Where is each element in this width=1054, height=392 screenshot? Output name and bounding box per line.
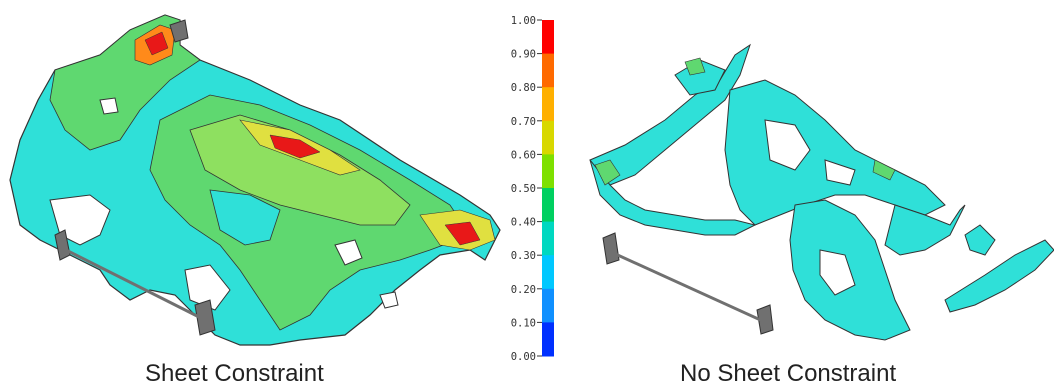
legend-tick-label: 0.60 (511, 149, 536, 161)
green-contour-region (684, 57, 706, 76)
cyan-contour-region (209, 189, 281, 246)
no-sheet-constraint-contour-plot (589, 43, 1054, 341)
structure-member (589, 159, 757, 236)
sheet-constraint-contour-plot (9, 14, 501, 346)
red-contour-region (144, 31, 169, 56)
structure-cutout (764, 119, 811, 171)
hood-cutout (379, 291, 399, 309)
hood-cutout (99, 97, 119, 115)
hood-cutout (184, 264, 231, 311)
structure-member (884, 204, 966, 256)
caption-sheet-constraint: Sheet Constraint (145, 360, 324, 387)
structure-member (589, 43, 751, 186)
legend-tick-label: 0.30 (511, 250, 536, 262)
legend-band (542, 120, 554, 155)
red-contour-region (444, 221, 481, 246)
legend-tick-label: 0.50 (511, 183, 536, 195)
green-contour-region (872, 159, 896, 181)
structure-cutout (824, 159, 856, 186)
legend-tick-label: 0.70 (511, 116, 536, 128)
legend-band (542, 154, 554, 189)
legend-band (542, 221, 554, 256)
hinge-bracket (602, 232, 620, 265)
legend-tick-label: 0.10 (511, 317, 536, 329)
legend-band (542, 288, 554, 323)
hinge-bracket (194, 299, 216, 336)
structure-cutout (819, 249, 856, 296)
red-contour-region (269, 134, 321, 159)
legend-color-bar (542, 20, 554, 357)
hinge-bracket (756, 304, 774, 335)
legend-band (542, 255, 554, 290)
legend-band (542, 322, 554, 357)
legend-band (542, 188, 554, 223)
structure-member (724, 79, 946, 226)
legend-ticks: 1.00 0.90 0.80 0.70 0.60 0.50 0.40 0.30 0.20 0.10… (511, 15, 542, 362)
legend-tick-label: 0.80 (511, 82, 536, 94)
legend-tick-label: 0.00 (511, 351, 536, 362)
sheet-constraint-panel (0, 0, 505, 362)
legend-band (542, 20, 554, 55)
hood-cutout (334, 239, 363, 266)
hinge-bracket (54, 229, 71, 261)
legend-band (542, 53, 554, 88)
hinge-bracket (169, 19, 189, 43)
structure-member (964, 224, 996, 256)
legend-tick-label: 0.90 (511, 49, 536, 61)
hinge-rod (61, 246, 206, 322)
legend-tick-label: 1.00 (511, 15, 536, 27)
caption-no-sheet-constraint: No Sheet Constraint (680, 360, 897, 387)
color-scale-legend: 1.00 0.90 0.80 0.70 0.60 0.50 0.40 0.30 0.20 0.10… (511, 15, 554, 362)
structure-member (944, 239, 1054, 313)
no-sheet-constraint-panel (565, 0, 1054, 362)
legend-band (542, 87, 554, 122)
legend-tick-label: 0.20 (511, 284, 536, 296)
green-contour-region (594, 159, 621, 186)
hinge-rod (610, 250, 766, 324)
legend-tick-label: 0.40 (511, 217, 536, 229)
